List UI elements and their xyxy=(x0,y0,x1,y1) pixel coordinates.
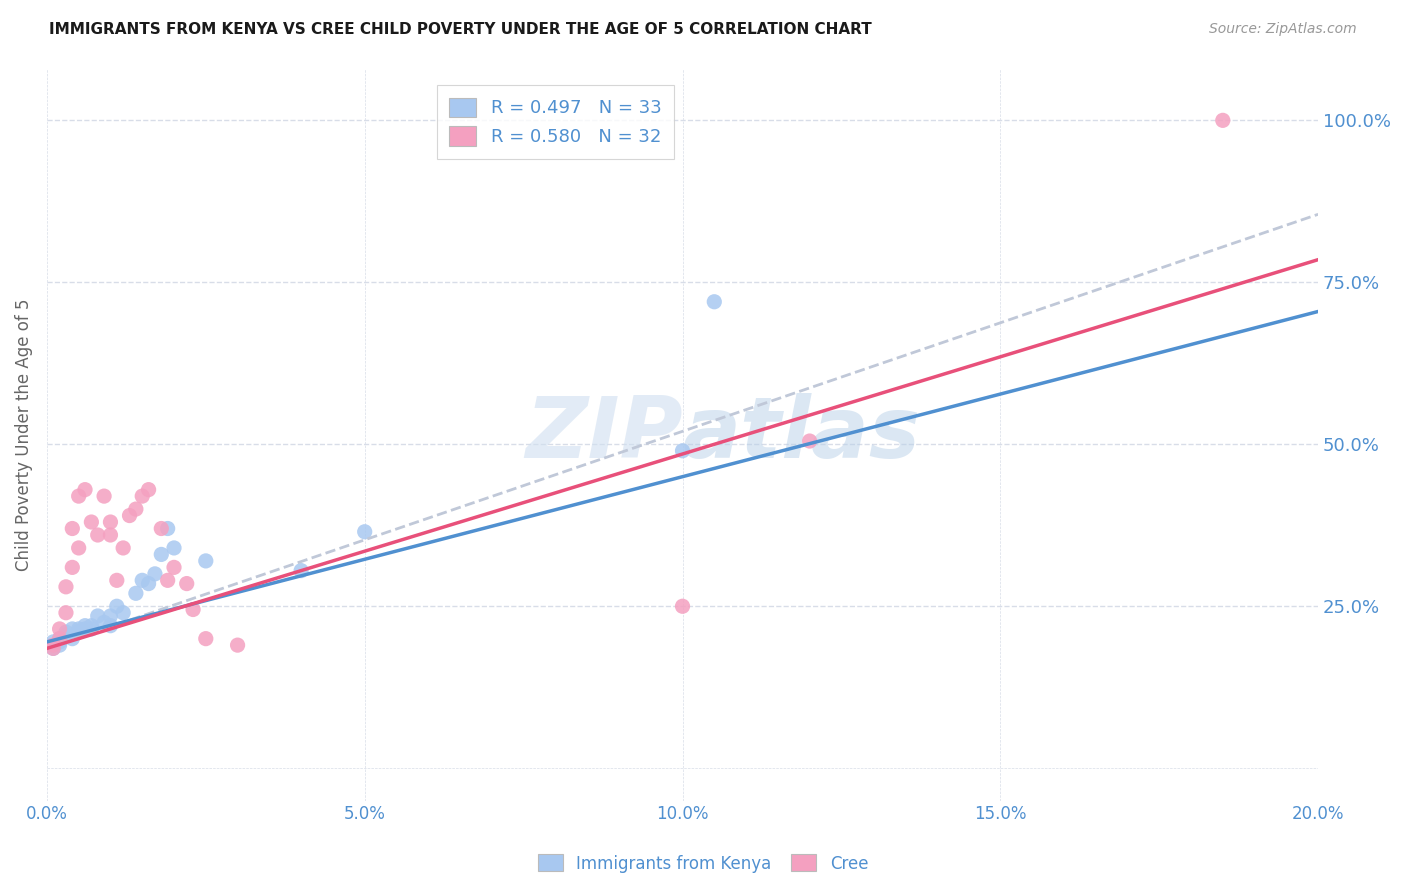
Point xyxy=(48,622,70,636)
Point xyxy=(105,599,128,614)
Point xyxy=(176,576,198,591)
Point xyxy=(87,609,110,624)
Point xyxy=(80,618,103,632)
Point xyxy=(100,618,122,632)
Point xyxy=(100,528,122,542)
Legend: R = 0.497   N = 33, R = 0.580   N = 32: R = 0.497 N = 33, R = 0.580 N = 32 xyxy=(437,85,673,159)
Point xyxy=(55,628,77,642)
Point xyxy=(67,541,90,555)
Point xyxy=(131,489,153,503)
Point xyxy=(138,576,160,591)
Point xyxy=(80,622,103,636)
Point xyxy=(112,541,135,555)
Point xyxy=(67,622,90,636)
Text: Source: ZipAtlas.com: Source: ZipAtlas.com xyxy=(1209,22,1357,37)
Point xyxy=(93,489,115,503)
Point xyxy=(73,483,96,497)
Point xyxy=(60,522,83,536)
Point xyxy=(156,522,179,536)
Point xyxy=(100,515,122,529)
Point xyxy=(105,574,128,588)
Text: IMMIGRANTS FROM KENYA VS CREE CHILD POVERTY UNDER THE AGE OF 5 CORRELATION CHART: IMMIGRANTS FROM KENYA VS CREE CHILD POVE… xyxy=(49,22,872,37)
Point xyxy=(143,566,166,581)
Text: ZIP: ZIP xyxy=(524,393,682,476)
Point xyxy=(703,294,725,309)
Point xyxy=(125,502,148,516)
Point xyxy=(131,574,153,588)
Point xyxy=(290,564,312,578)
Point xyxy=(181,602,204,616)
Point xyxy=(55,606,77,620)
Point xyxy=(150,522,173,536)
Point xyxy=(87,528,110,542)
Point xyxy=(73,618,96,632)
Point xyxy=(80,515,103,529)
Point xyxy=(118,508,141,523)
Point xyxy=(163,541,186,555)
Point xyxy=(42,638,65,652)
Point xyxy=(112,606,135,620)
Point xyxy=(42,641,65,656)
Point xyxy=(60,560,83,574)
Point xyxy=(138,483,160,497)
Point xyxy=(194,632,217,646)
Point xyxy=(156,574,179,588)
Point xyxy=(671,599,693,614)
Point xyxy=(67,489,90,503)
Point xyxy=(194,554,217,568)
Point xyxy=(163,560,186,574)
Text: atlas: atlas xyxy=(682,393,921,476)
Point xyxy=(55,580,77,594)
Point xyxy=(67,625,90,640)
Point xyxy=(125,586,148,600)
Point xyxy=(671,443,693,458)
Point xyxy=(48,632,70,646)
Point xyxy=(93,615,115,630)
Point xyxy=(60,622,83,636)
Point xyxy=(100,609,122,624)
Y-axis label: Child Poverty Under the Age of 5: Child Poverty Under the Age of 5 xyxy=(15,298,32,571)
Point xyxy=(799,434,821,448)
Point xyxy=(1212,113,1234,128)
Point xyxy=(73,622,96,636)
Point xyxy=(150,548,173,562)
Point xyxy=(48,632,70,646)
Point xyxy=(353,524,375,539)
Point xyxy=(42,635,65,649)
Point xyxy=(42,641,65,656)
Point xyxy=(48,635,70,649)
Point xyxy=(55,625,77,640)
Legend: Immigrants from Kenya, Cree: Immigrants from Kenya, Cree xyxy=(531,847,875,880)
Point xyxy=(48,638,70,652)
Point xyxy=(226,638,249,652)
Point xyxy=(60,632,83,646)
